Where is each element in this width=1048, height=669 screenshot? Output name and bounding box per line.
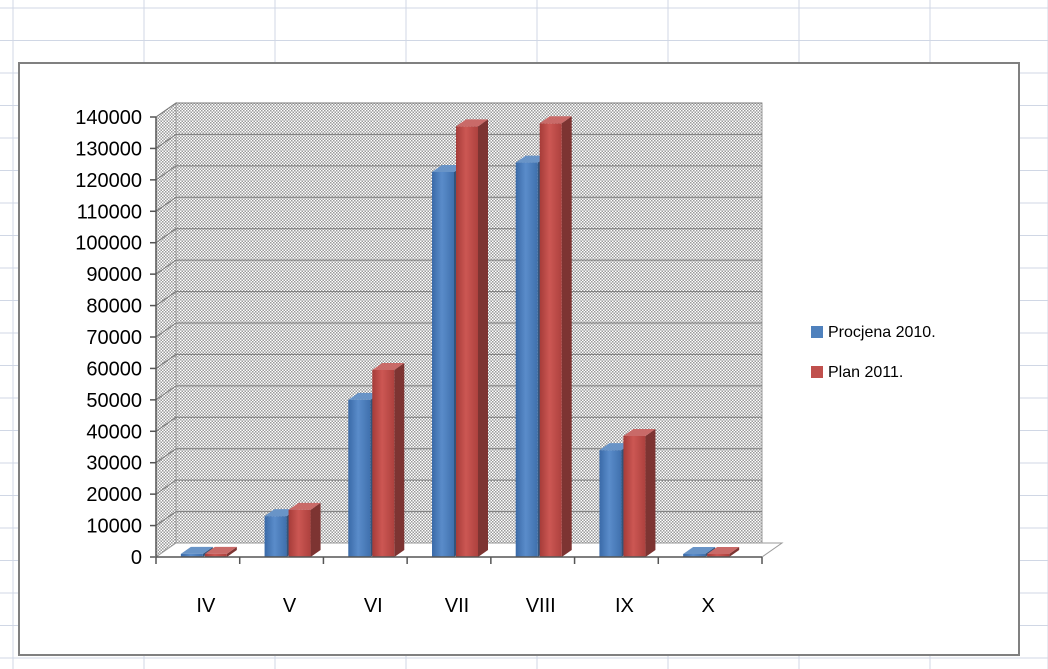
x-category-label: X <box>701 595 714 617</box>
y-tick-label: 50000 <box>86 390 142 412</box>
y-tick-label: 10000 <box>86 516 142 538</box>
y-tick-label: 90000 <box>86 264 142 286</box>
bar-front <box>289 510 311 557</box>
y-tick-label: 30000 <box>86 453 142 475</box>
y-tick-label: 20000 <box>86 484 142 506</box>
y-tick-label: 140000 <box>75 107 142 129</box>
x-category-label: VI <box>364 595 383 617</box>
bar-front <box>348 400 370 557</box>
y-tick-label: 80000 <box>86 296 142 318</box>
y-tick-label: 60000 <box>86 358 142 380</box>
bar-plan-vi[interactable] <box>372 363 404 557</box>
bar-plan-v[interactable] <box>289 503 321 557</box>
legend-label: Plan 2011. <box>828 364 903 381</box>
bar-front <box>516 163 538 557</box>
y-tick-label: 120000 <box>75 170 142 192</box>
bar-front <box>599 450 621 557</box>
bar-plan-vii[interactable] <box>456 119 488 557</box>
bar-front <box>623 436 645 557</box>
bar-front <box>456 126 478 557</box>
bar-side <box>394 363 404 557</box>
bar-plan-viii[interactable] <box>540 116 572 557</box>
x-category-label: VIII <box>526 595 556 617</box>
bar-side <box>562 116 572 557</box>
bar-side <box>311 503 321 557</box>
y-tick-label: 110000 <box>77 201 142 223</box>
x-category-label: V <box>283 595 297 617</box>
y-tick-label: 40000 <box>86 421 142 443</box>
x-category-label: VII <box>445 595 469 617</box>
y-tick-label: 0 <box>131 547 142 569</box>
y-tick-label: 100000 <box>75 233 142 255</box>
legend-swatch <box>811 326 823 338</box>
x-category-label: IX <box>615 595 634 617</box>
bar-front <box>265 516 287 557</box>
legend-label: Procjena 2010. <box>828 324 936 341</box>
bar-front <box>432 172 454 557</box>
legend-item-1[interactable]: Plan 2011. <box>811 364 903 381</box>
bar-front <box>540 123 562 557</box>
y-tick-label: 130000 <box>75 138 142 160</box>
legend-item-0[interactable]: Procjena 2010. <box>811 324 936 341</box>
bar-plan-ix[interactable] <box>623 429 655 557</box>
bar-side <box>478 119 488 557</box>
x-category-label: IV <box>196 595 216 617</box>
bar-front <box>372 370 394 557</box>
legend-swatch <box>811 366 823 378</box>
chart-plot: 0 10000 20000 30000 40000 50000 60000 70000 8000… <box>18 62 1020 656</box>
y-tick-label: 70000 <box>86 327 142 349</box>
bar-side <box>645 429 655 557</box>
